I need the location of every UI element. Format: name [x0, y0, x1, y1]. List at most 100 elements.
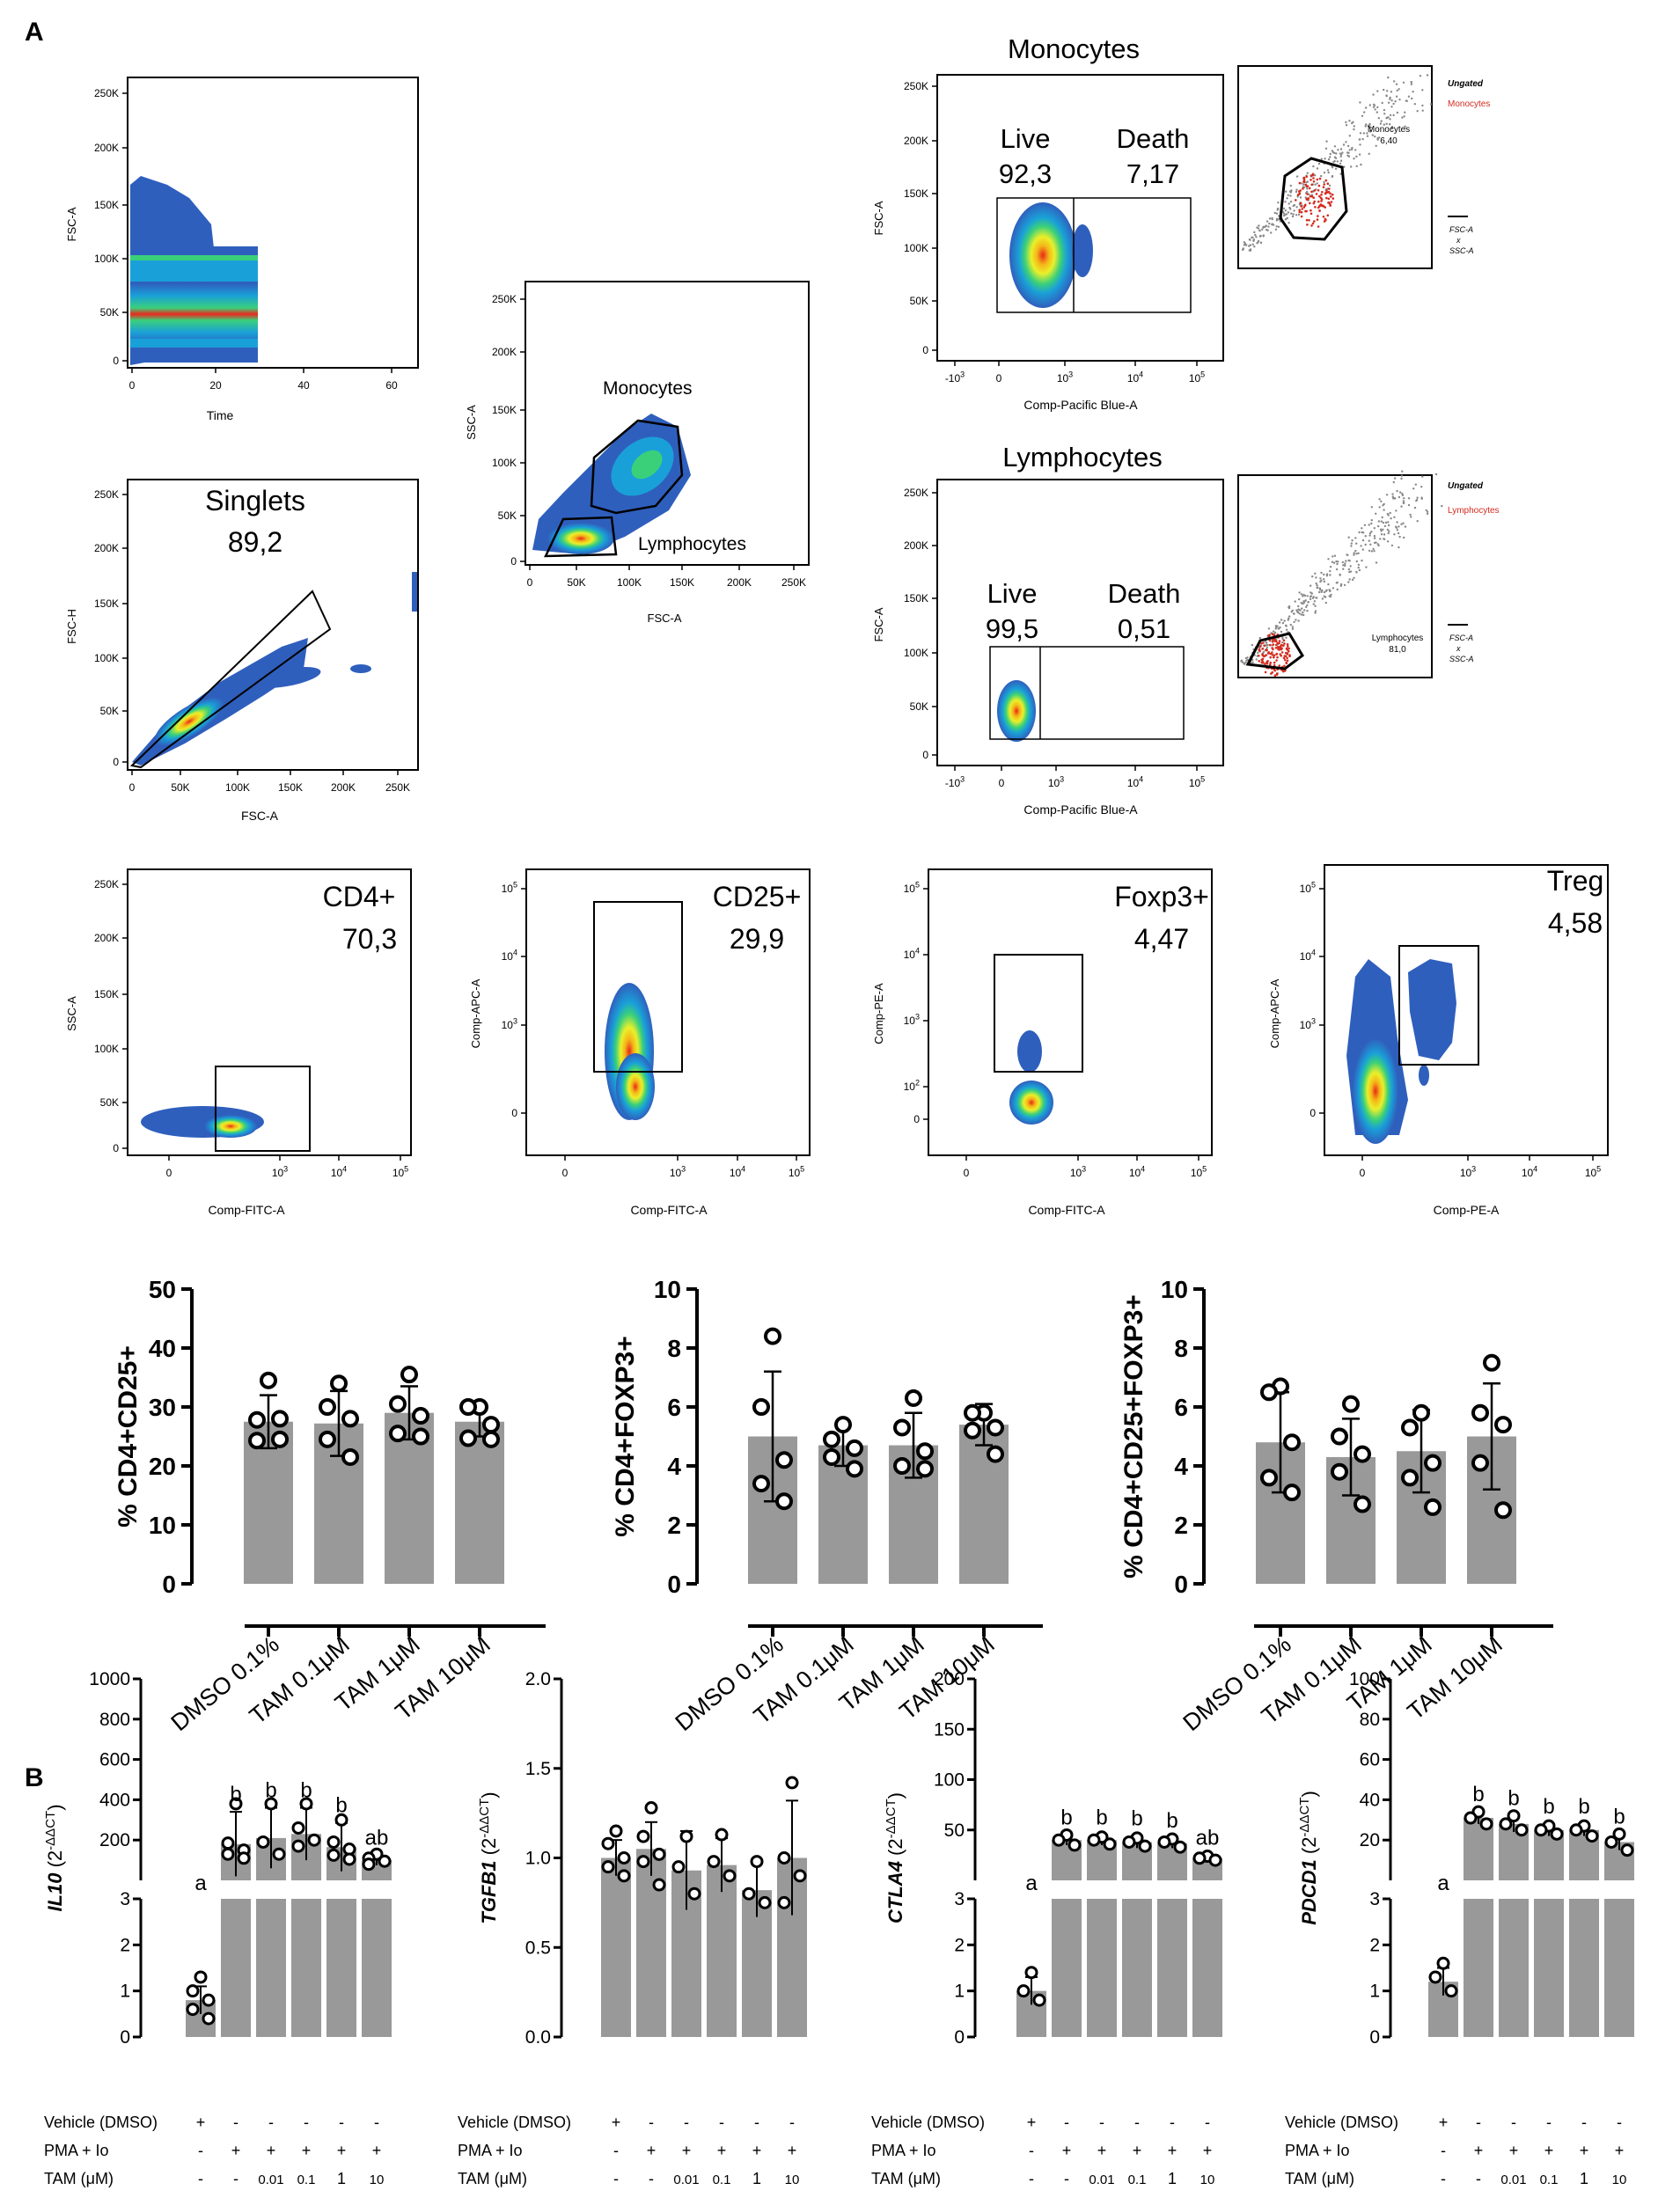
row-value: -: [1205, 2114, 1210, 2131]
event-dot: [1392, 497, 1395, 500]
gated-event-dot: [1273, 674, 1277, 677]
event-dot: [1380, 500, 1383, 502]
data-point: [186, 1984, 200, 1998]
event-dot: [1339, 159, 1343, 162]
gated-event-dot: [1273, 640, 1276, 642]
x-tick-label: 200K: [727, 576, 752, 589]
event-dot: [1325, 575, 1329, 577]
significance-letter: ab: [1196, 1826, 1220, 1850]
event-dot: [1387, 76, 1390, 79]
gated-event-dot: [1314, 206, 1317, 209]
y-tick-label: 100K: [492, 457, 517, 469]
data-point: [1499, 1817, 1513, 1831]
x-tick-label: 0: [527, 576, 533, 589]
event-dot: [1361, 137, 1364, 141]
event-dot: [1403, 497, 1405, 500]
event-dot: [1353, 125, 1356, 128]
data-point: [636, 1855, 650, 1869]
monocytes-death-value: 7,17: [1126, 158, 1179, 189]
event-dot: [1333, 145, 1337, 148]
event-dot: [1257, 239, 1260, 243]
event-dot: [1382, 528, 1384, 531]
event-dot: [1383, 108, 1386, 112]
gated-event-dot: [1263, 644, 1266, 648]
y-tick-label: 103: [502, 1017, 517, 1031]
singlets-gate-value: 89,2: [228, 526, 282, 558]
bar: [1087, 1899, 1117, 2037]
data-point: [652, 1847, 666, 1861]
event-dot: [1320, 571, 1323, 575]
data-point: [229, 1797, 243, 1811]
data-point: [1192, 1851, 1207, 1865]
event-dot: [1390, 91, 1393, 93]
bar: [362, 1899, 392, 2037]
event-dot: [1276, 209, 1279, 211]
event-dot: [1285, 636, 1288, 639]
singlets-gate-name: Singlets: [205, 485, 305, 517]
event-dot: [1295, 206, 1298, 209]
event-dot: [1400, 474, 1404, 477]
lymph-overlay-axis-y: SSC-A: [1449, 655, 1474, 663]
row-value: +: [302, 2142, 312, 2159]
event-dot: [1287, 619, 1290, 621]
data-point: [752, 1475, 770, 1493]
data-point: [1428, 1970, 1442, 1984]
scatter-gate-lymphocytes: Lymphocytes: [638, 534, 746, 554]
foxp3-gate-name: Foxp3+: [1114, 881, 1209, 912]
event-dot: [1281, 621, 1285, 625]
y-tick-label: 0: [922, 749, 928, 761]
bar: [455, 1421, 504, 1584]
y-tick-label: 10: [149, 1512, 176, 1539]
event-dot: [1336, 160, 1339, 163]
x-tick-label: 0: [964, 1167, 970, 1179]
y-tick-label: 100K: [94, 1043, 119, 1055]
event-dot: [1351, 146, 1354, 150]
lymphocytes-death-value: 0,51: [1118, 613, 1170, 644]
event-dot: [1410, 81, 1413, 84]
y-tick-label: 10: [1161, 1276, 1188, 1303]
data-point: [823, 1447, 840, 1466]
y-tick-label: 50K: [100, 1096, 119, 1109]
event-dot: [1358, 531, 1361, 534]
row-label: TAM (μM): [871, 2170, 941, 2187]
event-dot: [1284, 201, 1287, 203]
gated-event-dot: [1298, 192, 1302, 194]
treg-gate-name: Treg: [1547, 865, 1604, 897]
x-tick-label: 103: [1057, 370, 1073, 385]
event-dot: [1314, 604, 1317, 607]
event-dot: [1293, 620, 1295, 624]
y-tick-label: 200: [934, 1669, 965, 1689]
event-dot: [1282, 207, 1286, 210]
event-dot: [1312, 603, 1315, 605]
event-dot: [1393, 477, 1397, 480]
data-point: [412, 1407, 429, 1425]
event-dot: [1240, 659, 1243, 662]
gated-event-dot: [1316, 218, 1319, 221]
event-dot: [1368, 524, 1370, 526]
y-tick-label: 0: [1174, 1571, 1188, 1598]
gated-event-dot: [1331, 193, 1334, 196]
monocytes-live-value: 92,3: [999, 158, 1052, 189]
x-tick-label: 150K: [670, 576, 694, 589]
event-dot: [1280, 619, 1283, 621]
event-dot: [1402, 522, 1405, 524]
row-value: +: [752, 2142, 762, 2159]
event-dot: [1282, 212, 1286, 215]
event-dot: [1261, 228, 1264, 231]
y-tick-label: 0: [913, 1113, 920, 1125]
event-dot: [1262, 225, 1266, 228]
row-value: 0.01: [673, 2172, 699, 2187]
event-dot: [1347, 151, 1350, 154]
event-dot: [1344, 562, 1346, 565]
event-dot: [1353, 158, 1355, 160]
row-label: Vehicle (DMSO): [458, 2114, 571, 2131]
event-dot: [1300, 613, 1303, 616]
y-tick-label: 2: [120, 1935, 130, 1955]
data-point: [271, 1430, 289, 1448]
event-dot: [1291, 626, 1295, 628]
event-dot: [1327, 558, 1330, 560]
